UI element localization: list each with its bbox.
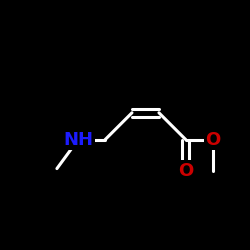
Text: O: O: [205, 131, 220, 149]
Text: NH: NH: [63, 131, 93, 149]
Text: O: O: [178, 162, 194, 180]
